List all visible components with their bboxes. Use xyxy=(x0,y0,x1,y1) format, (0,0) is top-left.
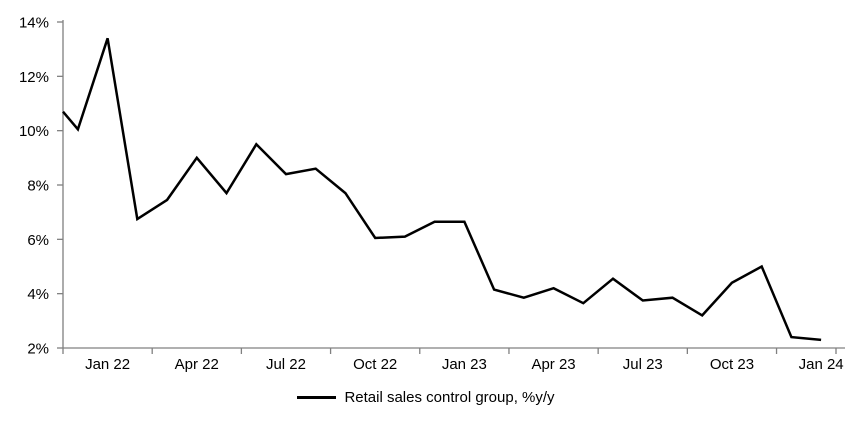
y-axis-tick-label: 10% xyxy=(19,123,49,140)
y-axis-tick-label: 6% xyxy=(27,232,49,249)
y-axis-tick-label: 8% xyxy=(27,178,49,195)
x-axis-tick-label: Jan 23 xyxy=(442,356,487,373)
legend-series-label: Retail sales control group, %y/y xyxy=(344,389,555,406)
chart-legend: Retail sales control group, %y/y xyxy=(0,389,852,406)
series-line-retail-sales-control-group-y-y xyxy=(62,37,822,342)
x-axis-tick-label: Apr 23 xyxy=(531,356,575,373)
x-axis-tick-label: Jul 22 xyxy=(266,356,306,373)
y-axis-tick-label: 2% xyxy=(27,341,49,358)
x-axis-tick-label: Apr 22 xyxy=(175,356,219,373)
x-axis-tick-label: Oct 22 xyxy=(353,356,397,373)
x-axis-tick-label: Jan 22 xyxy=(85,356,130,373)
x-axis-tick-label: Jan 24 xyxy=(799,356,844,373)
line-chart-canvas: 2% 4% 6% 8% 10% 12% 14% Jan 22 Apr 22 Jul 22 Oct 2… xyxy=(19,15,845,373)
x-axis-tick-label: Oct 23 xyxy=(710,356,754,373)
y-axis-tick-label: 4% xyxy=(27,286,49,303)
legend-line-sample-icon xyxy=(297,396,337,399)
y-axis-tick-label: 14% xyxy=(19,15,49,32)
y-axis-tick-label: 12% xyxy=(19,69,49,86)
x-axis-tick-label: Jul 23 xyxy=(623,356,663,373)
